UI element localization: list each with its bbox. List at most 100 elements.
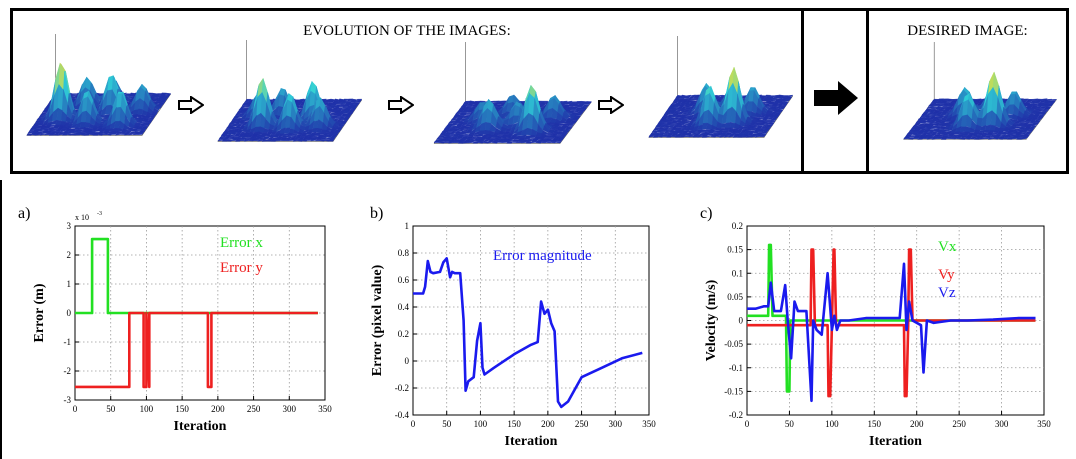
surface-facet (761, 131, 768, 134)
x-tick-label: 350 (1037, 419, 1051, 429)
surface-facet (48, 132, 55, 136)
surface-facet (140, 127, 147, 131)
surface-facet (568, 123, 575, 126)
surface-facet (677, 112, 684, 115)
surface-facet (350, 100, 357, 103)
y-tick-label: -0.1 (729, 363, 743, 373)
surface-facet (456, 129, 464, 133)
surface-facet (456, 135, 464, 139)
y-tick-label: 2 (67, 250, 72, 260)
x-tick-label: 300 (609, 419, 623, 429)
surface-facet (569, 108, 577, 111)
surface-facet (252, 139, 260, 141)
surface-facet (575, 113, 583, 116)
legend-entry: Vx (938, 239, 957, 255)
surface-facet (1022, 98, 1029, 101)
surface-facet (769, 120, 776, 123)
surface-facet (583, 102, 591, 105)
surface-facet (1020, 136, 1028, 140)
surface-facet (997, 136, 1004, 140)
surface-facet (564, 102, 572, 105)
y-tick-label: 1 (67, 279, 72, 289)
surface-facet (437, 136, 445, 139)
surface-facet (272, 135, 280, 138)
surface-facet (143, 122, 151, 126)
series-line-error-magnitude (413, 257, 643, 409)
y-tick-label: 0.6 (398, 275, 410, 285)
surface-facet (724, 133, 732, 136)
surface-plot-1 (26, 34, 172, 136)
x-tick-label: 250 (575, 419, 589, 429)
surface-facet (555, 139, 563, 142)
surface-facet (148, 116, 155, 120)
surface-facet (57, 132, 64, 136)
surface-facet (328, 100, 335, 104)
surface-facet (913, 123, 921, 126)
surface-facet (278, 133, 285, 137)
surface-facet (477, 133, 485, 137)
desired-panel: DESIRED IMAGE: (866, 8, 1069, 174)
surface-facet (451, 129, 459, 133)
surface-facet (1045, 98, 1053, 101)
surface-facet (1034, 118, 1042, 122)
surface-facet (945, 100, 953, 102)
surface-facet (1039, 112, 1047, 115)
surface-facet (467, 140, 475, 144)
arrow-icon (178, 96, 204, 114)
surface-facet (770, 118, 777, 122)
surface-facet (919, 121, 927, 124)
surface-facet (1045, 104, 1053, 108)
surface-facet (759, 134, 766, 138)
surface-facet (244, 138, 251, 142)
big-arrow-icon (814, 81, 858, 115)
surface-facet (461, 122, 469, 126)
surface-facet (466, 103, 474, 107)
y-tick-label: 0.1 (732, 268, 743, 278)
surface-facet (230, 132, 238, 135)
x-tick-label: 50 (785, 419, 795, 429)
surface-facet (306, 131, 313, 135)
y-axis-label: Error (m) (32, 283, 47, 342)
surface-facet (320, 137, 327, 140)
panel-label-b: b) (370, 205, 384, 222)
surface-facet (79, 132, 86, 136)
surface-facet (310, 138, 317, 142)
x-tick-label: 150 (175, 404, 189, 414)
surface-facet (454, 126, 462, 129)
surface-facet (508, 137, 516, 141)
y-tick-label: 1 (405, 221, 410, 231)
surface-facet (991, 87, 999, 116)
surface-facet (708, 131, 715, 134)
y-tick-label: -0.4 (395, 410, 410, 420)
surface-facet (741, 134, 748, 138)
surface-plot-3 (433, 42, 592, 144)
surface-facet (945, 136, 953, 139)
surface-facet (446, 129, 454, 133)
surface-facet (778, 107, 785, 110)
legend-entry: Vz (938, 285, 956, 301)
surface-plot-4 (648, 36, 794, 138)
surface-facet (1030, 124, 1038, 127)
surface-facet (101, 132, 109, 136)
series-line-vz (747, 262, 1036, 403)
y-tick-label: 0.2 (398, 329, 409, 339)
surface-facet (572, 110, 580, 113)
y-tick-label: 0 (67, 308, 72, 318)
surface-facet (325, 135, 333, 138)
surface-facet (53, 132, 60, 136)
x-tick-label: 350 (642, 419, 656, 429)
surface-facet (502, 118, 510, 126)
surface-facet (232, 115, 240, 119)
surface-facet (946, 126, 954, 132)
surface-facet (229, 133, 236, 137)
top-divider-right (804, 8, 866, 174)
surface-facet (130, 129, 137, 132)
surface-facet (728, 134, 735, 138)
surface-facet (138, 131, 145, 134)
x-tick-label: 300 (995, 419, 1009, 429)
surface-facet (657, 134, 664, 138)
surface-facet (681, 111, 689, 115)
surface-facet (1043, 108, 1050, 111)
surface-facet (35, 126, 42, 129)
surface-plot-2 (217, 40, 363, 142)
